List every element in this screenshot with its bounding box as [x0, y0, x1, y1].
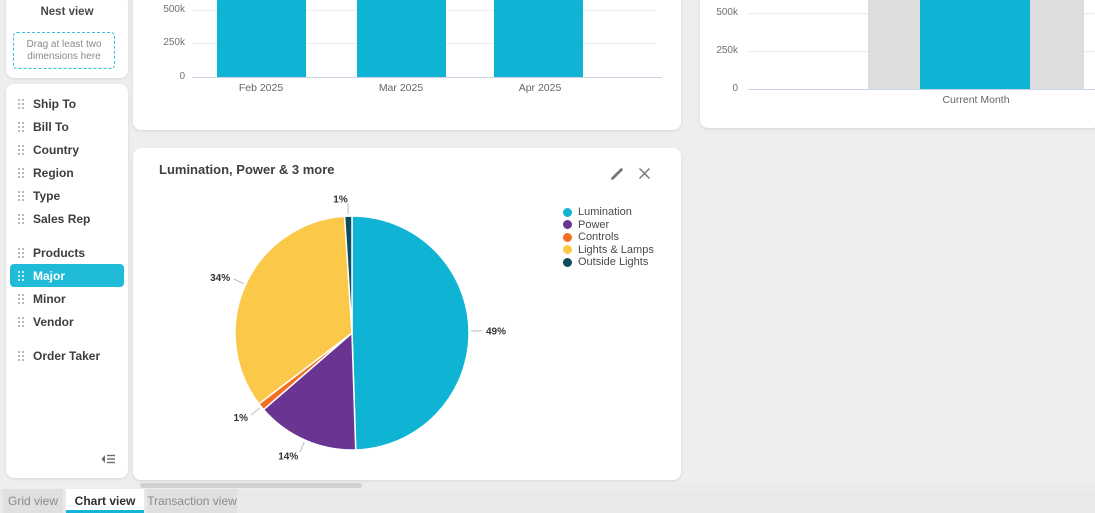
pie-slice-lights-lamps[interactable] [234, 215, 353, 405]
pie-label-leader-line [299, 441, 305, 453]
pie-chart-title: Lumination, Power & 3 more [159, 162, 335, 177]
close-icon[interactable] [637, 166, 655, 184]
x-axis-label: Current Month [942, 94, 1010, 106]
pie-percent-label: 1% [333, 195, 348, 206]
nest-view-panel: Nest view Drag at least two dimensions h… [6, 0, 128, 78]
sidebar-item-type[interactable]: Type [10, 184, 124, 207]
bar-bar-1[interactable] [868, 0, 920, 89]
tab-chart-view[interactable]: Chart view [66, 489, 144, 513]
dropzone-text: Drag at least two dimensions here [26, 38, 102, 62]
pie-label-leader-line [233, 278, 244, 285]
tab-grid-view[interactable]: Grid view [3, 489, 63, 513]
legend-color-dot [563, 232, 572, 242]
y-axis-tick: 0 [179, 71, 185, 82]
sidebar-item-region[interactable]: Region [10, 161, 124, 184]
pie-percent-label: 1% [234, 413, 249, 424]
dimension-dropzone[interactable]: Drag at least two dimensions here [13, 32, 115, 69]
drag-handle-icon[interactable] [18, 293, 24, 304]
pie-legend: Lumination Power Controls Lights & Lamps Out… [563, 206, 654, 269]
edit-pencil-icon[interactable] [609, 166, 627, 184]
horizontal-scrollbar-thumb[interactable] [140, 483, 362, 488]
sidebar-item-minor[interactable]: Minor [10, 287, 124, 310]
legend-color-dot [563, 245, 572, 255]
pie-label-leader-line [250, 407, 260, 416]
x-axis-line [748, 89, 1095, 90]
tab-transaction-view[interactable]: Transaction view [147, 489, 237, 513]
legend-item[interactable]: Lights & Lamps [563, 244, 654, 257]
legend-label: Lights & Lamps [578, 243, 654, 256]
sidebar-item-ship-to[interactable]: Ship To [10, 92, 124, 115]
legend-item[interactable]: Lumination [563, 206, 654, 219]
bar-feb-2025[interactable] [217, 0, 306, 77]
legend-label: Lumination [578, 206, 632, 219]
y-axis-tick: 500k [163, 4, 185, 15]
x-axis-label: Apr 2025 [518, 82, 562, 94]
pie-slice-outside-lights[interactable] [343, 215, 353, 334]
legend-item[interactable]: Controls [563, 231, 654, 244]
drag-handle-icon[interactable] [18, 190, 24, 201]
bar-mar-2025[interactable] [357, 0, 446, 77]
drag-handle-icon[interactable] [18, 144, 24, 155]
sidebar-item-order-taker[interactable]: Order Taker [10, 344, 124, 367]
pie-percent-label: 34% [210, 273, 230, 284]
monthly-bar-chart-card: 500k 250k 0 Feb 2025 Mar 2025 Apr 2025 [133, 0, 681, 130]
legend-color-dot [563, 207, 572, 217]
legend-color-dot [563, 257, 572, 267]
bar-bar-3[interactable] [1030, 0, 1084, 89]
bar-apr-2025[interactable] [494, 0, 583, 77]
current-month-chart-card: 500k 250k 0 Current Month [700, 0, 1095, 128]
pie-percent-label: 14% [278, 451, 298, 462]
legend-label: Controls [578, 231, 619, 244]
sidebar-item-country[interactable]: Country [10, 138, 124, 161]
legend-label: Outside Lights [578, 256, 649, 269]
x-axis-label: Mar 2025 [378, 82, 424, 94]
nest-view-title: Nest view [40, 6, 94, 18]
sidebar-item-sales-rep[interactable]: Sales Rep [10, 207, 124, 230]
collapse-panel-icon[interactable] [100, 452, 118, 466]
legend-item[interactable]: Outside Lights [563, 256, 654, 269]
pie-chart[interactable]: 49% 14% 1% 34% 1% [133, 148, 681, 480]
sidebar-item-vendor[interactable]: Vendor [10, 310, 124, 333]
dimension-list-panel: Ship To Bill To Country Region Type Sale… [6, 84, 128, 478]
pie-chart-card: Lumination, Power & 3 more 49% 14% 1% 34% 1%… [133, 148, 681, 480]
horizontal-scrollbar[interactable] [133, 483, 1095, 488]
drag-handle-icon[interactable] [18, 350, 24, 361]
drag-handle-icon[interactable] [18, 316, 24, 327]
x-axis-label: Feb 2025 [238, 82, 284, 94]
pie-slice-lumination[interactable] [351, 215, 470, 451]
legend-label: Power [578, 218, 610, 231]
drag-handle-icon[interactable] [18, 213, 24, 224]
pie-slice-power[interactable] [262, 331, 357, 451]
view-tab-bar: Grid view Chart view Transaction view [0, 489, 1095, 513]
drag-handle-icon[interactable] [18, 270, 24, 281]
drag-handle-icon[interactable] [18, 167, 24, 178]
sidebar-item-bill-to[interactable]: Bill To [10, 115, 124, 138]
bar-bar-2[interactable] [920, 0, 1030, 89]
sidebar-item-major[interactable]: Major [10, 264, 124, 287]
x-axis-line [192, 77, 662, 78]
sidebar-item-products[interactable]: Products [10, 241, 124, 264]
y-axis-tick: 500k [716, 7, 738, 18]
drag-handle-icon[interactable] [18, 98, 24, 109]
legend-color-dot [563, 220, 572, 230]
y-axis-tick: 0 [732, 83, 738, 94]
drag-handle-icon[interactable] [18, 247, 24, 258]
y-axis-tick: 250k [716, 45, 738, 56]
drag-handle-icon[interactable] [18, 121, 24, 132]
y-axis-tick: 250k [163, 37, 185, 48]
pie-percent-label: 49% [486, 326, 506, 337]
legend-item[interactable]: Power [563, 219, 654, 232]
